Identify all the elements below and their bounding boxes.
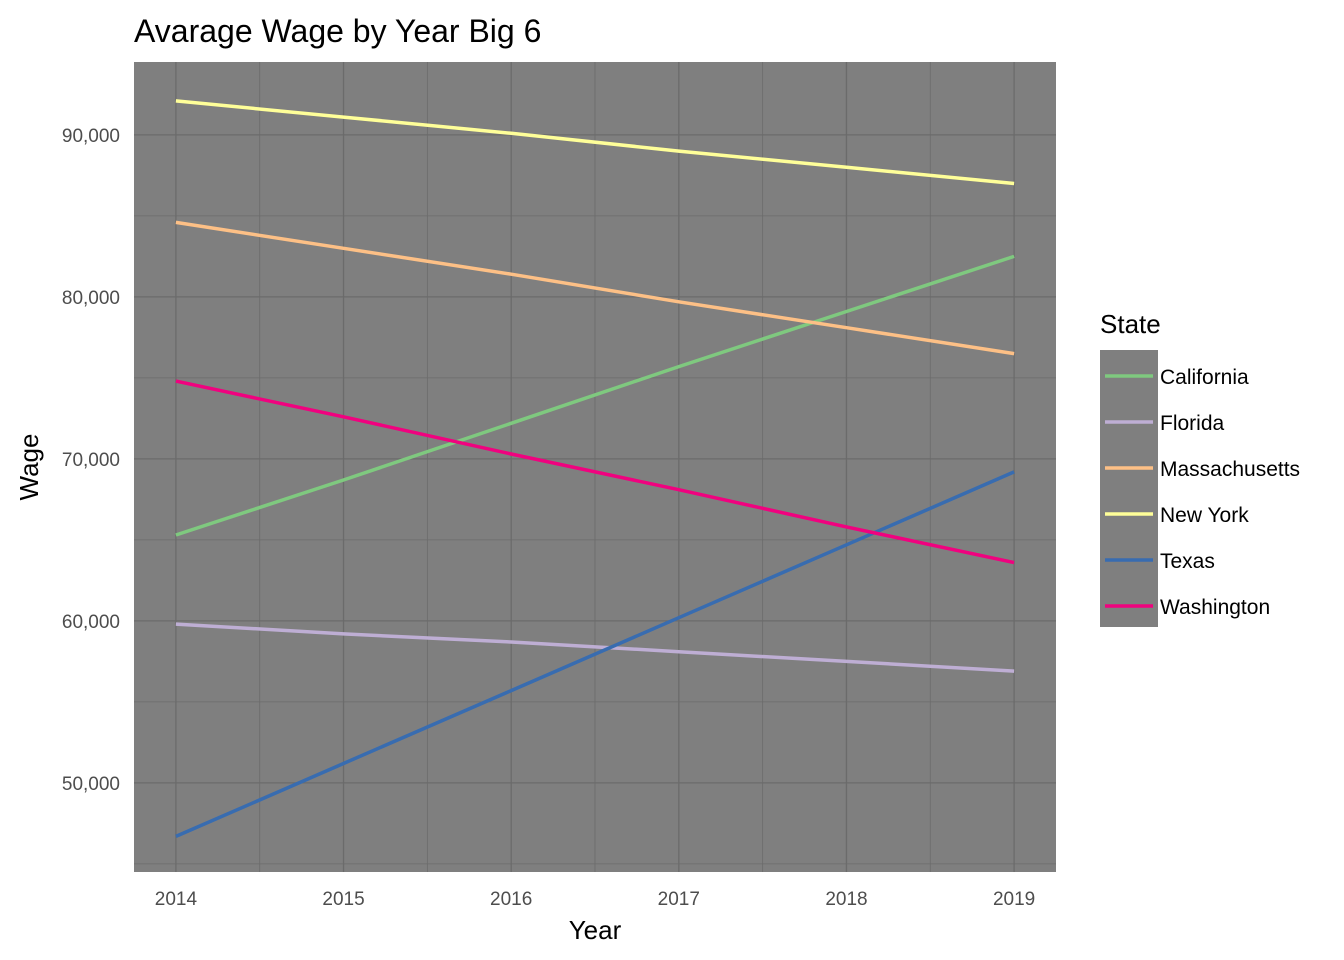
- y-tick-label: 70,000: [62, 450, 120, 471]
- series-line-california: [175, 254, 1015, 537]
- legend-label: Washington: [1160, 596, 1270, 619]
- x-tick-label: 2015: [322, 889, 364, 910]
- series-line-washington: [175, 379, 1015, 565]
- x-tick-label: 2014: [155, 889, 198, 910]
- legend-label: Texas: [1160, 550, 1215, 573]
- x-tick-label: 2018: [825, 889, 867, 910]
- x-tick-label: 2017: [658, 889, 700, 910]
- y-tick-label: 80,000: [62, 288, 120, 309]
- y-axis-title: Wage: [14, 434, 44, 501]
- legend-label: New York: [1160, 504, 1249, 527]
- x-tick-label: 2019: [993, 889, 1035, 910]
- legend-label: Massachusetts: [1160, 458, 1300, 481]
- series-lines: [175, 99, 1015, 839]
- series-line-massachusetts: [175, 220, 1015, 356]
- legend-key-background: [1100, 350, 1158, 627]
- grid-lines: [134, 62, 1056, 872]
- series-line-new-york: [175, 99, 1015, 186]
- legend: State California Florida Massachusetts New …: [1100, 309, 1300, 627]
- series-line-florida: [175, 622, 1015, 673]
- y-tick-label: 60,000: [62, 612, 120, 633]
- legend-label: California: [1160, 366, 1249, 389]
- y-tick-label: 50,000: [62, 774, 120, 795]
- x-axis-title: Year: [569, 915, 622, 945]
- y-tick-label: 90,000: [62, 126, 120, 147]
- x-axis-ticks: 2014 2015 2016 2017 2018 2019: [155, 889, 1035, 910]
- y-axis-ticks: 50,000 60,000 70,000 80,000 90,000: [62, 126, 120, 795]
- x-tick-label: 2016: [490, 889, 532, 910]
- chart-title: Avarage Wage by Year Big 6: [134, 13, 541, 49]
- legend-label: Florida: [1160, 412, 1225, 435]
- legend-title: State: [1100, 309, 1161, 339]
